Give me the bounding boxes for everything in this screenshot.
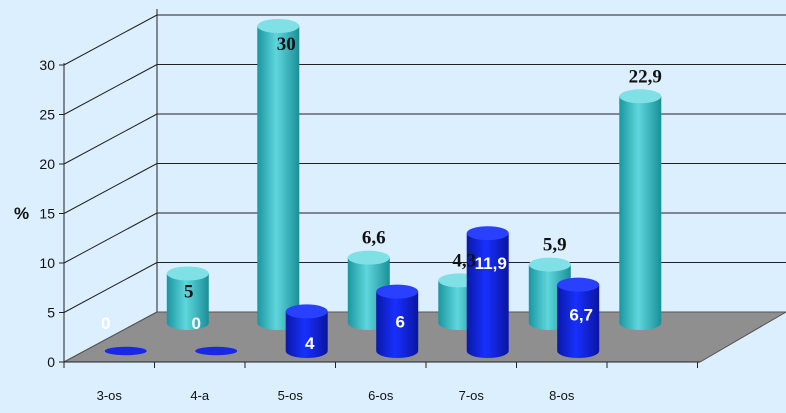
data-label-teal: 4,3 [452, 250, 476, 271]
bar-body [466, 233, 509, 359]
gridline-side [63, 64, 158, 115]
chart-labels: 5 30 6,6 4,3 5,9 22,9 0 0 4 6 11,9 6,7 [101, 34, 662, 353]
y-tick-label: 15 [39, 206, 55, 222]
bar-blue [557, 277, 600, 359]
bar-top [557, 277, 600, 292]
bar-blue [285, 304, 328, 359]
bar-top [376, 284, 419, 299]
chart-axes: 0 5 10 15 20 25 30% 3-os 4-a 5-os 6-os 7-os 8-os [14, 57, 700, 403]
bar-teal [257, 19, 300, 331]
y-tick-label: 30 [39, 57, 55, 73]
x-tick-label: 3-os [97, 388, 123, 403]
bar-blue [466, 226, 509, 359]
x-tick-label: 4-a [190, 388, 210, 403]
gridline-side [63, 14, 158, 66]
bar-blue [104, 346, 147, 356]
chart-bars [104, 19, 662, 359]
bar-top [528, 257, 571, 272]
bar-blue [195, 346, 238, 356]
gridline-side [63, 262, 158, 313]
y-axis-label: % [14, 204, 29, 223]
bar-body [376, 291, 419, 359]
bar-top [104, 346, 147, 356]
data-label-teal: 6,6 [362, 228, 386, 249]
bar-top [166, 266, 209, 281]
bar-body [619, 96, 662, 331]
data-label-blue: 6 [395, 313, 404, 332]
y-tick-label: 10 [39, 255, 55, 271]
data-label-blue: 0 [101, 314, 110, 333]
data-label-blue: 4 [305, 334, 315, 353]
bar-body [557, 284, 600, 359]
bar-top [257, 19, 300, 33]
y-tick-label: 0 [47, 354, 55, 370]
y-tick-label: 5 [47, 305, 55, 321]
y-tick-label: 25 [39, 107, 55, 123]
gridline-side [63, 212, 158, 264]
data-label-blue: 11,9 [475, 254, 507, 273]
gridline-side [63, 113, 158, 165]
x-tick-label: 7-os [459, 388, 485, 403]
bar-body [257, 26, 300, 331]
data-label-blue: 6,7 [569, 306, 593, 325]
x-tick-label: 8-os [549, 388, 575, 403]
x-tick-label: 6-os [368, 388, 394, 403]
bar-blue [376, 284, 419, 359]
gridline-side [63, 163, 158, 214]
data-label-teal: 30 [277, 34, 296, 55]
bar-teal [619, 89, 662, 331]
x-tick-label: 5-os [278, 388, 304, 403]
data-label-teal: 5,9 [543, 235, 567, 256]
bar-top [466, 226, 509, 241]
bar-body [285, 311, 328, 359]
bar-top [347, 250, 390, 265]
bar-top [619, 89, 662, 104]
bar-top [285, 304, 328, 319]
y-tick-label: 20 [39, 156, 55, 172]
bar-top [195, 346, 238, 356]
bar-teal [166, 266, 209, 331]
data-label-blue: 0 [191, 314, 200, 333]
data-label-teal: 5 [184, 282, 194, 303]
data-label-teal: 22,9 [629, 66, 662, 87]
bar-body [166, 273, 209, 331]
